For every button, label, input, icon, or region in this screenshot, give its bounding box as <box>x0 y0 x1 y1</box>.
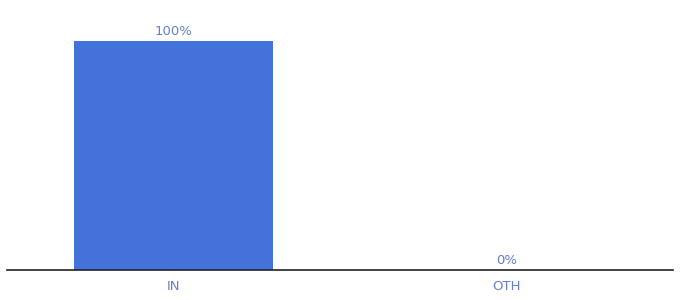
Text: 0%: 0% <box>496 254 517 267</box>
Text: 100%: 100% <box>154 25 192 38</box>
Bar <box>73 41 273 270</box>
